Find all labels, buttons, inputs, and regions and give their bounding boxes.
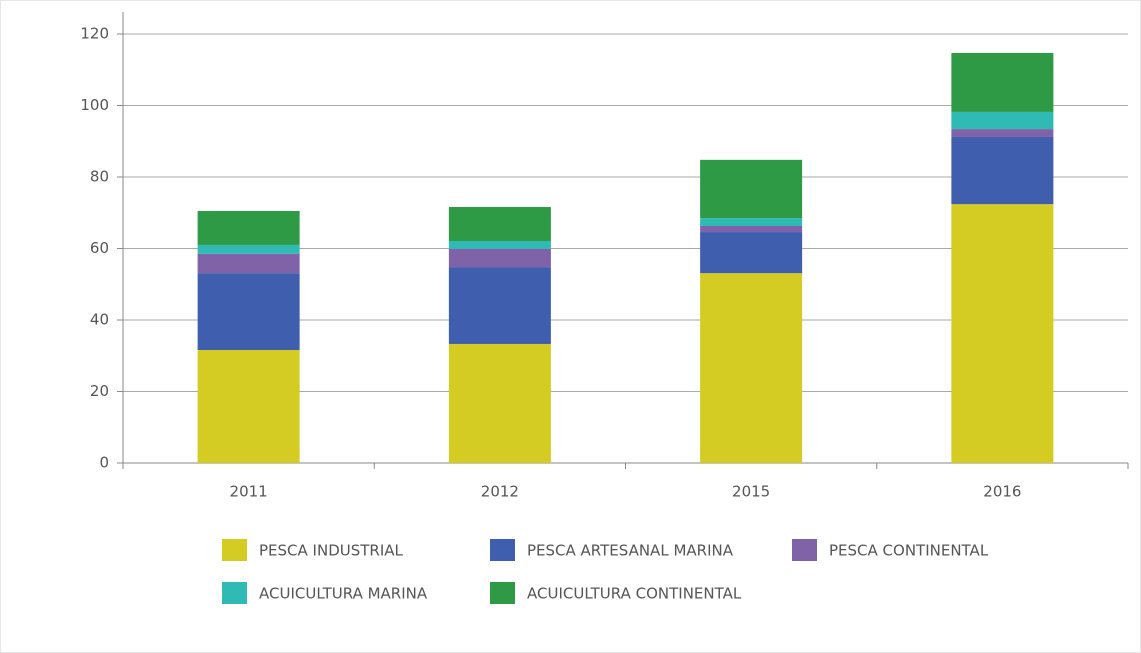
y-tick-label: 80 xyxy=(90,168,109,186)
legend-label: ACUICULTURA MARINA xyxy=(259,585,428,603)
bar-segment xyxy=(448,240,551,249)
bar-segment xyxy=(197,210,300,245)
bar-segment xyxy=(700,225,803,233)
bar-segment xyxy=(700,218,803,226)
bar-segment xyxy=(197,244,300,254)
x-tick-label: 2016 xyxy=(983,483,1021,501)
y-tick-label: 100 xyxy=(80,96,109,114)
legend-label: PESCA ARTESANAL MARINA xyxy=(527,542,734,560)
legend-label: PESCA INDUSTRIAL xyxy=(259,542,404,560)
bar-segment xyxy=(700,232,803,274)
legend-label: PESCA CONTINENTAL xyxy=(829,542,989,560)
y-tick-label: 40 xyxy=(90,311,109,329)
y-tick-label: 20 xyxy=(90,382,109,400)
legend-swatch xyxy=(222,582,247,604)
legend-swatch xyxy=(490,582,515,604)
x-tick-label: 2012 xyxy=(481,483,519,501)
bar-segment xyxy=(448,248,551,268)
x-tick-label: 2015 xyxy=(732,483,770,501)
bar-segment xyxy=(951,204,1054,464)
bar-segment xyxy=(951,136,1054,205)
bar-segment xyxy=(951,111,1054,130)
bar-segment xyxy=(448,343,551,463)
bar-segment xyxy=(448,207,551,241)
bar-segment xyxy=(951,52,1054,112)
bar-segment xyxy=(700,273,803,463)
legend-label: ACUICULTURA CONTINENTAL xyxy=(527,585,742,603)
y-tick-label: 120 xyxy=(80,25,109,43)
bar-segment xyxy=(448,267,551,344)
legend-swatch xyxy=(222,539,247,561)
y-tick-label: 60 xyxy=(90,239,109,257)
legend-swatch xyxy=(792,539,817,561)
bar-segment xyxy=(197,350,300,463)
legend-swatch xyxy=(490,539,515,561)
bar-segment xyxy=(951,129,1054,137)
bar-segment xyxy=(700,159,803,219)
bar-segment xyxy=(197,273,300,351)
bar-segment xyxy=(197,253,300,274)
x-tick-label: 2011 xyxy=(230,483,268,501)
y-tick-label: 0 xyxy=(99,454,109,472)
